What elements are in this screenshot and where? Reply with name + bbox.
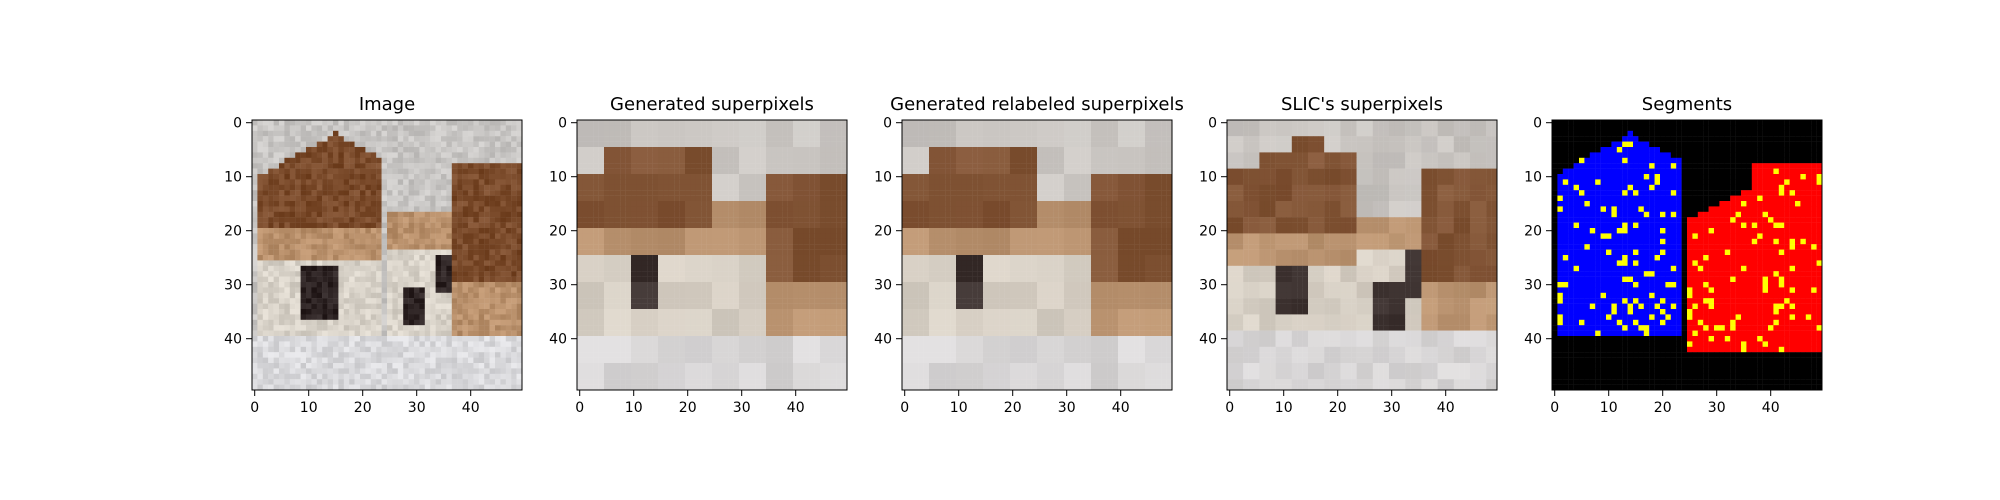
x-axis-ticks-segments: 0 10 20 30 40 — [1550, 390, 1780, 416]
x-tick-label: 20 — [1654, 400, 1672, 416]
x-tick-label: 0 — [1550, 400, 1559, 416]
x-tick-label: 30 — [1708, 400, 1726, 416]
y-axis-ticks-slic: 0 10 20 30 40 — [1199, 116, 1227, 348]
x-tick-label: 20 — [1004, 400, 1022, 416]
panel-title-slic: SLIC's superpixels — [1281, 94, 1443, 115]
y-tick-label: 0 — [883, 116, 892, 132]
x-tick-label: 0 — [575, 400, 584, 416]
y-tick-label: 30 — [874, 278, 892, 294]
x-tick-label: 20 — [1329, 400, 1347, 416]
y-tick-label: 20 — [1199, 224, 1217, 240]
panel-title-relabeled: Generated relabeled superpixels — [890, 94, 1184, 115]
x-tick-label: 30 — [1058, 400, 1076, 416]
x-tick-label: 10 — [1275, 400, 1293, 416]
y-tick-label: 10 — [549, 170, 567, 186]
y-tick-label: 0 — [558, 116, 567, 132]
x-tick-label: 10 — [300, 400, 318, 416]
panel-slic: SLIC's superpixels 0 10 20 30 40 0 10 20… — [1199, 94, 1498, 416]
y-tick-label: 40 — [549, 332, 567, 348]
y-tick-label: 40 — [874, 332, 892, 348]
panel-pixels-image — [252, 120, 523, 391]
panel-title-segments: Segments — [1642, 94, 1732, 115]
x-axis-ticks-slic: 0 10 20 30 40 — [1225, 390, 1455, 416]
x-tick-label: 30 — [733, 400, 751, 416]
x-tick-label: 30 — [408, 400, 426, 416]
y-tick-label: 20 — [874, 224, 892, 240]
x-tick-label: 10 — [1600, 400, 1618, 416]
x-tick-label: 0 — [900, 400, 909, 416]
y-axis-ticks-relabeled: 0 10 20 30 40 — [874, 116, 902, 348]
panel-pixels-segments — [1552, 120, 1823, 391]
y-tick-label: 0 — [1208, 116, 1217, 132]
panel-segments: Segments 0 10 20 30 40 0 10 20 30 40 — [1524, 94, 1823, 416]
y-tick-label: 10 — [1199, 170, 1217, 186]
panel-image: Image 0 10 20 30 40 0 10 20 30 40 — [224, 94, 523, 416]
x-tick-label: 10 — [625, 400, 643, 416]
y-tick-label: 10 — [874, 170, 892, 186]
y-tick-label: 30 — [549, 278, 567, 294]
y-tick-label: 40 — [1524, 332, 1542, 348]
x-tick-label: 40 — [787, 400, 805, 416]
y-tick-label: 40 — [224, 332, 242, 348]
panel-relabeled: Generated relabeled superpixels 0 10 20 … — [874, 94, 1184, 416]
panel-frame-relabeled — [901, 119, 1173, 391]
x-axis-ticks-generated: 0 10 20 30 40 — [575, 390, 805, 416]
y-tick-label: 0 — [233, 116, 242, 132]
y-tick-label: 10 — [1524, 170, 1542, 186]
y-axis-ticks-image: 0 10 20 30 40 — [224, 116, 252, 348]
y-tick-label: 20 — [224, 224, 242, 240]
y-tick-label: 10 — [224, 170, 242, 186]
panel-frame-generated — [576, 119, 848, 391]
y-tick-label: 20 — [1524, 224, 1542, 240]
y-tick-label: 40 — [1199, 332, 1217, 348]
x-axis-ticks-relabeled: 0 10 20 30 40 — [900, 390, 1130, 416]
x-tick-label: 10 — [950, 400, 968, 416]
panel-pixels-generated — [577, 120, 848, 391]
panel-pixels-relabeled — [902, 120, 1173, 391]
panel-title-image: Image — [359, 94, 415, 115]
y-tick-label: 30 — [1524, 278, 1542, 294]
x-tick-label: 20 — [354, 400, 372, 416]
y-tick-label: 30 — [1199, 278, 1217, 294]
panel-generated: Generated superpixels 0 10 20 30 40 0 10… — [549, 94, 848, 416]
panel-title-generated: Generated superpixels — [610, 94, 814, 115]
x-tick-label: 40 — [462, 400, 480, 416]
panel-frame-slic — [1226, 119, 1498, 391]
x-tick-label: 40 — [1437, 400, 1455, 416]
x-tick-label: 40 — [1112, 400, 1130, 416]
panel-frame-segments — [1551, 119, 1823, 391]
x-tick-label: 0 — [1225, 400, 1234, 416]
y-axis-ticks-segments: 0 10 20 30 40 — [1524, 116, 1552, 348]
x-tick-label: 0 — [250, 400, 259, 416]
y-tick-label: 20 — [549, 224, 567, 240]
panel-frame-image — [251, 119, 523, 391]
x-tick-label: 30 — [1383, 400, 1401, 416]
x-axis-ticks-image: 0 10 20 30 40 — [250, 390, 480, 416]
y-tick-label: 30 — [224, 278, 242, 294]
panel-pixels-slic — [1227, 120, 1498, 391]
x-tick-label: 40 — [1762, 400, 1780, 416]
x-tick-label: 20 — [679, 400, 697, 416]
y-tick-label: 0 — [1533, 116, 1542, 132]
y-axis-ticks-generated: 0 10 20 30 40 — [549, 116, 577, 348]
